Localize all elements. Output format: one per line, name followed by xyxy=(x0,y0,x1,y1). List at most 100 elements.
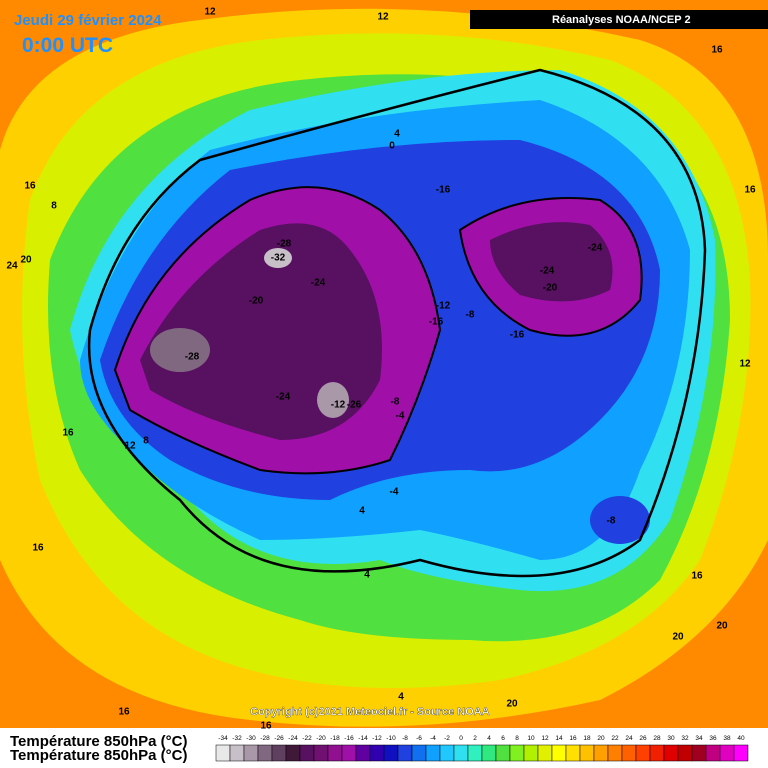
contour-label: 8 xyxy=(143,436,149,447)
colorbar-swatch xyxy=(411,744,427,762)
colorbar-label: -14 xyxy=(358,735,368,742)
colorbar-label: 40 xyxy=(737,735,745,742)
contour-label: 16 xyxy=(744,185,756,196)
colorbar-swatch xyxy=(215,744,231,762)
zone-core-east xyxy=(490,222,613,302)
colorbar-swatch xyxy=(425,744,441,762)
colorbar-label: 36 xyxy=(709,735,717,742)
colorbar-swatch xyxy=(733,744,749,762)
contour-minus20-east xyxy=(458,197,643,337)
colorbar-label: -26 xyxy=(274,735,284,742)
contour-label: -16 xyxy=(510,330,525,341)
colorbar-swatch xyxy=(383,744,399,762)
colorbar-swatch xyxy=(719,744,735,762)
contour-label: 16 xyxy=(711,45,723,56)
colorbar-swatch xyxy=(439,744,455,762)
contour-label: -8 xyxy=(607,516,616,527)
colorbar-swatch xyxy=(579,744,595,762)
zone-extreme-2 xyxy=(264,248,292,268)
colorbar-label: 6 xyxy=(501,735,505,742)
colorbar-label: 38 xyxy=(723,735,731,742)
colorbar-label: -6 xyxy=(416,735,422,742)
contour-label: -16 xyxy=(429,317,444,328)
colorbar-label: -24 xyxy=(288,735,298,742)
legend-title: Température 850hPa (°C) xyxy=(10,733,187,750)
copyright: Copyright (c)2021 Meteociel.fr - Source … xyxy=(250,706,490,718)
colorbar-swatch xyxy=(467,744,483,762)
contour-label: 12 xyxy=(739,359,751,370)
colorbar-label: -12 xyxy=(372,735,382,742)
source-box xyxy=(470,10,768,29)
contour-label: 20 xyxy=(506,699,518,710)
legend-title-shadow: Température 850hPa (°C) xyxy=(10,747,187,764)
contour-label: -28 xyxy=(277,239,292,250)
colorbar-label: 4 xyxy=(487,735,491,742)
colorbar-swatch xyxy=(327,744,343,762)
contour-label: -16 xyxy=(436,185,451,196)
colorbar-label: -32 xyxy=(232,735,242,742)
colorbar-swatch xyxy=(341,744,357,762)
contour-label: 12 xyxy=(377,12,389,23)
contour-label: -24 xyxy=(311,278,326,289)
colorbar-label: 30 xyxy=(667,735,675,742)
contour-label: 16 xyxy=(691,571,703,582)
colorbar-label: -22 xyxy=(302,735,312,742)
contour-label: -20 xyxy=(543,283,558,294)
contour-label: 24 xyxy=(6,261,18,272)
colorbar-swatch xyxy=(523,744,539,762)
colorbar-swatch xyxy=(621,744,637,762)
contour-label: 16 xyxy=(118,707,130,718)
contour-label: -24 xyxy=(540,266,555,277)
colorbar-label: -16 xyxy=(344,735,354,742)
contour-label: 4 xyxy=(394,129,400,140)
contour-label: -12 xyxy=(331,400,346,411)
colorbar-label: 32 xyxy=(681,735,689,742)
contour-label: -4 xyxy=(390,487,399,498)
zone-core-west xyxy=(140,223,382,440)
contour-label: -24 xyxy=(588,243,603,254)
colorbar-label: -20 xyxy=(316,735,326,742)
colorbar-swatch xyxy=(243,744,259,762)
zone-extreme-1 xyxy=(150,328,210,372)
colorbar-label: -10 xyxy=(386,735,396,742)
colorbar-label: 24 xyxy=(625,735,633,742)
colorbar-swatch xyxy=(369,744,385,762)
contour-zero xyxy=(87,68,707,578)
source-text: Réanalyses NOAA/NCEP 2 xyxy=(552,14,691,26)
zone-cold-pocket xyxy=(590,496,650,544)
colorbar-label: -2 xyxy=(444,735,450,742)
contour-label: 16 xyxy=(24,181,36,192)
contour-label: 4 xyxy=(359,506,365,517)
colorbar-swatch xyxy=(509,744,525,762)
contour-label: -28 xyxy=(185,352,200,363)
colorbar-label: 18 xyxy=(583,735,591,742)
colorbar-label: 16 xyxy=(569,735,577,742)
colorbar-swatch xyxy=(551,744,567,762)
contour-label: 16 xyxy=(260,721,272,732)
colorbar-label: 10 xyxy=(527,735,535,742)
colorbar-swatch xyxy=(397,744,413,762)
colorbar-label: 0 xyxy=(459,735,463,742)
colorbar-swatch xyxy=(355,744,371,762)
colorbar-label: 34 xyxy=(695,735,703,742)
colorbar-label: 2 xyxy=(473,735,477,742)
contour-label: 12 xyxy=(204,7,216,18)
colorbar-swatch xyxy=(537,744,553,762)
contour-label: 8 xyxy=(51,201,57,212)
contour-label: -8 xyxy=(391,397,400,408)
contour-label: 20 xyxy=(672,632,684,643)
colorbar-swatch xyxy=(565,744,581,762)
colorbar-swatch xyxy=(663,744,679,762)
contour-label: -26 xyxy=(347,400,362,411)
colorbar-swatch xyxy=(495,744,511,762)
colorbar-label: 20 xyxy=(597,735,605,742)
colorbar-swatch xyxy=(691,744,707,762)
contour-label: 16 xyxy=(62,428,74,439)
colorbar-swatch xyxy=(677,744,693,762)
contour-label: -20 xyxy=(249,296,264,307)
colorbar-swatch xyxy=(481,744,497,762)
colorbar-swatch xyxy=(313,744,329,762)
contour-label: 16 xyxy=(32,543,44,554)
colorbar-label: -4 xyxy=(430,735,436,742)
colorbar-swatch xyxy=(271,744,287,762)
